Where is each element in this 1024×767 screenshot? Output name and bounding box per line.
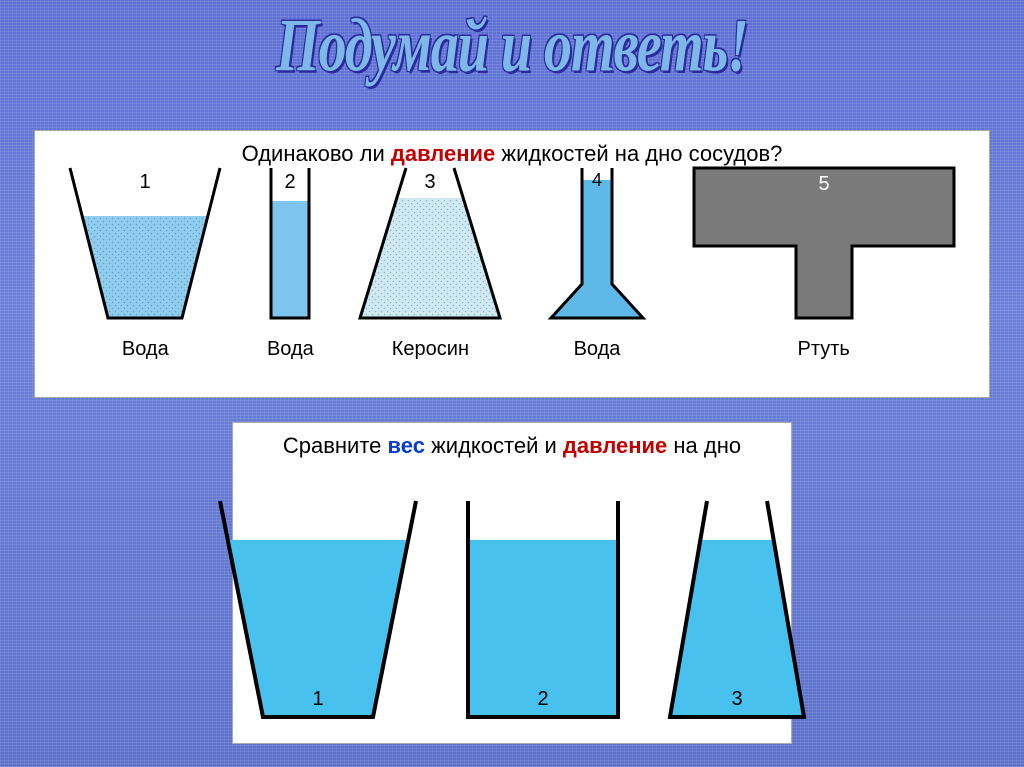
vessel-label: Вода [267,338,314,361]
vessel-num: 4 [592,170,602,190]
vessel-wrap: 3 Керосин [356,166,504,361]
vessel-1: 1 [66,166,224,320]
panel-weight-question: Сравните вес жидкостей и давление на дно… [232,422,792,744]
vessel-1: 1 [216,499,420,719]
q1-prefix: Одинаково ли [242,141,391,166]
slide-title: Подумай и ответь! [276,3,748,89]
vessel-2: 2 [464,499,622,719]
q2-mid: жидкостей и [425,433,563,458]
q2-accent2: давление [563,433,667,458]
vessel-num: 1 [140,171,151,193]
vessel-num: 2 [285,171,296,193]
vessel-wrap: 2 [464,499,622,719]
vessel-num: 2 [537,688,548,710]
vessel-label: Керосин [392,338,469,361]
vessel-row-2: 1 2 3 [233,459,791,719]
vessel-3: 3 [666,499,808,719]
vessel-row-1: 1 Вода 2 Вода 3 Керосин 4 Вода 5 Ртуть [35,167,989,361]
q2-prefix: Сравните [283,433,388,458]
vessel-5: 5 [690,166,958,320]
vessel-num: 3 [731,688,742,710]
panel-pressure-question: Одинаково ли давление жидкостей на дно с… [34,130,990,398]
vessel-num: 3 [425,171,436,193]
vessel-2: 2 [267,166,313,320]
vessel-wrap: 4 Вода [547,166,647,361]
vessel-3: 3 [356,166,504,320]
q1-accent: давление [391,141,495,166]
vessel-num: 5 [818,173,829,195]
vessel-label: Вода [122,338,169,361]
vessel-num: 1 [312,688,323,710]
q2-suffix: на дно [667,433,741,458]
question-1: Одинаково ли давление жидкостей на дно с… [35,131,989,167]
q1-suffix: жидкостей на дно сосудов? [495,141,782,166]
q2-accent1: вес [388,433,425,458]
vessel-wrap: 3 [666,499,808,719]
vessel-wrap: 5 Ртуть [690,166,958,361]
vessel-wrap: 2 Вода [267,166,314,361]
question-2: Сравните вес жидкостей и давление на дно [233,423,791,459]
vessel-label: Ртуть [797,338,849,361]
vessel-wrap: 1 [216,499,420,719]
vessel-label: Вода [574,338,621,361]
vessel-4: 4 [547,166,647,320]
vessel-wrap: 1 Вода [66,166,224,361]
